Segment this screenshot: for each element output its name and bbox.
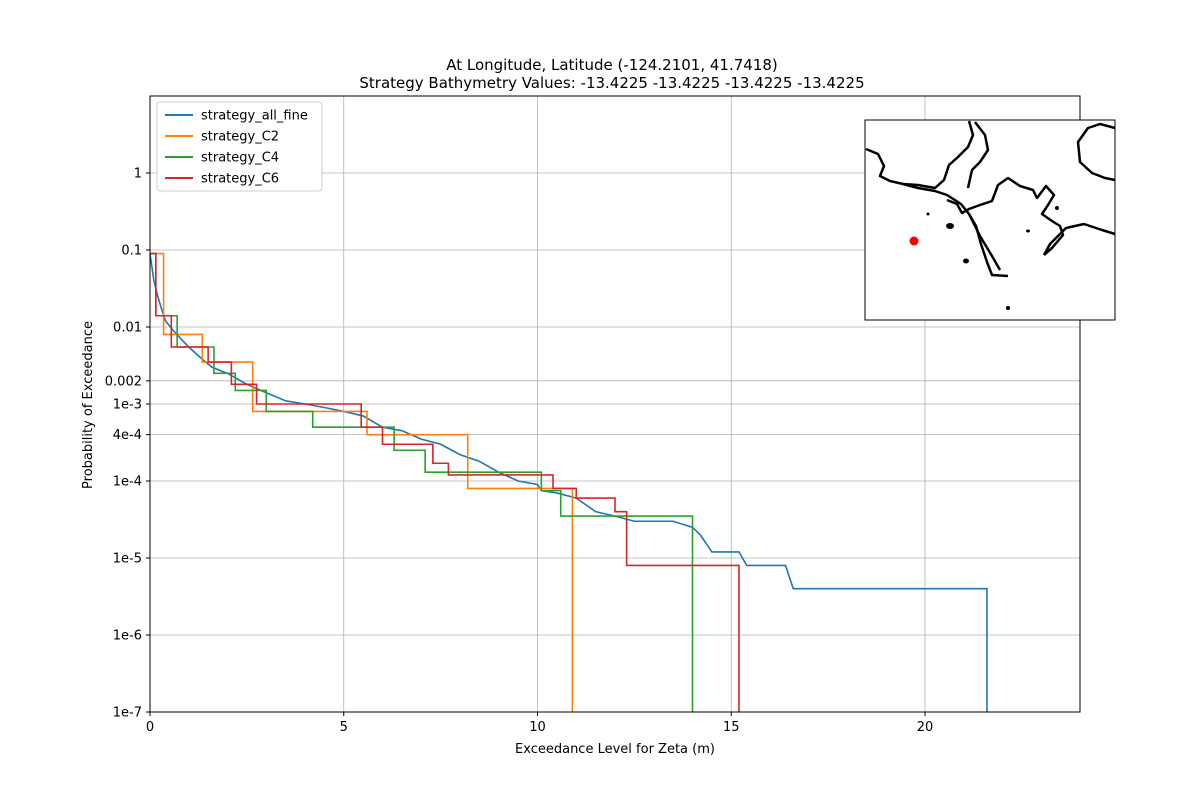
islet <box>946 223 954 229</box>
location-marker <box>909 236 919 246</box>
x-axis-label: Exceedance Level for Zeta (m) <box>515 742 715 757</box>
legend-label: strategy_all_fine <box>201 109 308 124</box>
y-tick-label: 0.1 <box>121 244 142 259</box>
y-tick-label: 1e-5 <box>113 552 142 567</box>
y-tick-label: 1e-7 <box>113 706 142 721</box>
coastline-spit <box>967 213 1002 271</box>
y-tick-label: 1e-3 <box>113 398 142 413</box>
legend: strategy_all_fine strategy_C2 strategy_C4s… <box>156 101 323 192</box>
x-tick-label: 0 <box>146 720 154 735</box>
islet <box>1006 306 1010 310</box>
coastline-bay <box>946 176 1065 256</box>
chart-title: At Longitude, Latitude (-124.2101, 41.74… <box>446 56 778 74</box>
coastline-main <box>865 147 1009 278</box>
series-line-strategy_all_fine <box>149 253 988 712</box>
coastline-south <box>1042 222 1116 256</box>
x-tick-label: 20 <box>917 720 934 735</box>
coastline-river-north <box>902 120 975 190</box>
y-tick-label: 1e-6 <box>113 629 142 644</box>
y-axis-label: Probability of Exceedance <box>81 321 96 489</box>
inset-map <box>864 119 1116 321</box>
x-tick-label: 5 <box>340 720 348 735</box>
series-line-strategy_C4 <box>150 252 694 712</box>
coastline <box>865 120 1116 278</box>
series-lines <box>149 252 988 712</box>
coastline-island <box>1076 122 1116 182</box>
y-tick-label: 0.01 <box>113 321 142 336</box>
legend-label: strategy_C6 <box>201 172 279 187</box>
islet <box>1055 206 1059 210</box>
legend-box <box>156 101 323 192</box>
islet <box>1026 229 1030 233</box>
y-tick-label: 0.002 <box>105 374 142 389</box>
legend-label: strategy_C4 <box>201 151 279 166</box>
y-tick-label: 1e-4 <box>113 475 142 490</box>
chart-subtitle: Strategy Bathymetry Values: -13.4225 -13… <box>359 74 864 92</box>
islet <box>926 212 930 216</box>
x-tick-label: 15 <box>723 720 740 735</box>
islet <box>963 258 969 264</box>
series-line-strategy_C2 <box>150 252 574 712</box>
y-tick-label: 4e-4 <box>113 428 142 443</box>
x-tick-label: 10 <box>529 720 546 735</box>
axes: 0 5 10 15 20 1 0.1 0.01 0.002 1e-3 4e-4 1e-4 1e-5 1e-… <box>105 95 1081 735</box>
inset-map-frame <box>864 119 1116 321</box>
series-line-strategy_C6 <box>150 252 740 712</box>
islets <box>926 206 1059 310</box>
legend-label: strategy_C2 <box>201 130 279 145</box>
coastline-creek <box>966 121 990 189</box>
y-tick-label: 1 <box>134 167 142 182</box>
